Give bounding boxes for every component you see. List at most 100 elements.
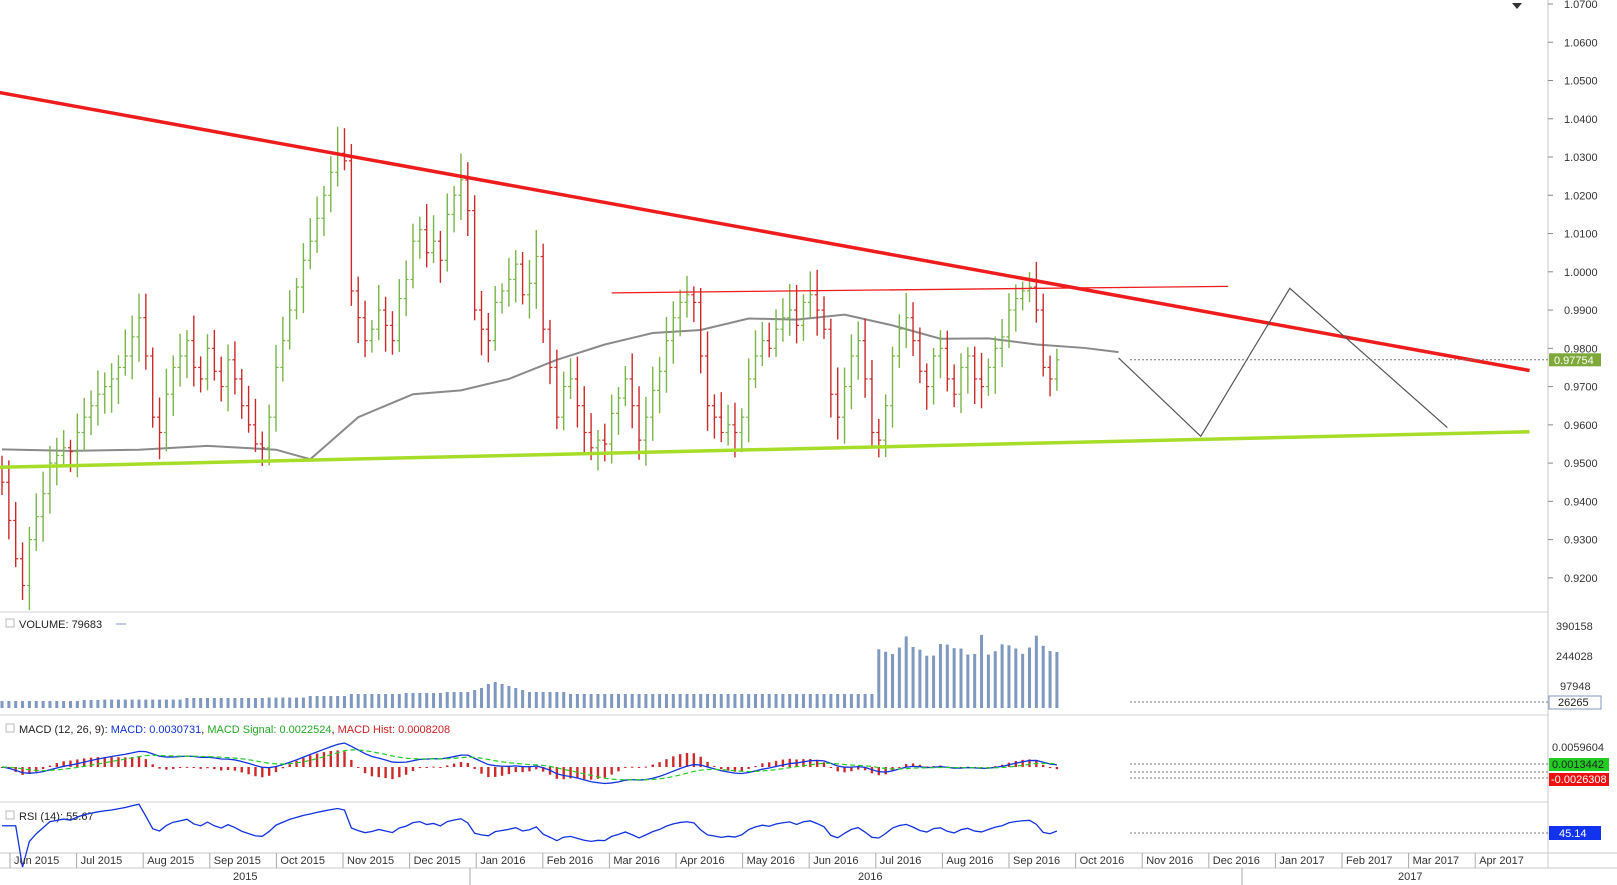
volume-bar	[726, 694, 730, 708]
macd-histogram-bar	[391, 767, 394, 780]
volume-bar	[390, 694, 394, 708]
macd-histogram-bar	[233, 767, 237, 771]
volume-bar	[507, 686, 511, 708]
macd-histogram-bar	[117, 757, 120, 767]
macd-histogram-bar	[720, 767, 723, 770]
volume-bar	[486, 684, 490, 708]
ohlc-bar	[465, 162, 471, 237]
macd-histogram-bar	[137, 756, 141, 767]
macd-histogram-bar	[343, 751, 346, 767]
ohlc-bar	[958, 353, 964, 414]
month-label: Oct 2016	[1080, 855, 1125, 867]
ohlc-bar	[157, 397, 163, 460]
ohlc-bar	[13, 502, 19, 568]
macd-label-prefix: MACD (12, 26, 9):	[19, 724, 111, 736]
resistance-trendline	[0, 90, 1530, 373]
ohlc-bar	[698, 287, 704, 374]
ohlc-bar	[163, 368, 169, 452]
macd-histogram-bar	[281, 767, 285, 769]
month-label: Jul 2015	[81, 855, 123, 867]
ohlc-bar	[294, 277, 300, 320]
volume-bar	[603, 694, 607, 708]
macd-histogram-bar	[274, 767, 278, 773]
volume-bar	[233, 698, 237, 708]
volume-bar	[1028, 647, 1031, 708]
ohlc-bar	[143, 293, 149, 370]
ohlc-bar	[239, 369, 245, 419]
ohlc-bar	[506, 257, 512, 307]
macd-histogram-bar	[822, 762, 826, 767]
ohlc-bar	[595, 430, 601, 471]
macd-histogram-bar	[350, 759, 353, 767]
macd-histogram-bar	[466, 762, 469, 767]
ohlc-bar	[753, 330, 758, 388]
ohlc-bar	[937, 330, 943, 379]
macd-histogram-bar	[911, 763, 915, 767]
svg-text:MACD (12, 26, 9): MACD: 0.0030: MACD (12, 26, 9): MACD: 0.0030731, MACD …	[19, 724, 450, 736]
macd-histogram-bar	[747, 767, 750, 769]
macd-histogram-bar	[576, 767, 579, 779]
macd-histogram-bar	[843, 767, 846, 773]
ohlc-bar	[636, 386, 642, 460]
price-tick-label: 0.9900	[1564, 305, 1598, 317]
volume-bar	[144, 699, 148, 708]
macd-histogram-bar	[288, 764, 291, 767]
triangle-down-icon[interactable]	[1512, 3, 1522, 9]
macd-histogram-bar	[774, 760, 778, 767]
macd-histogram	[0, 750, 1059, 780]
price-tick-label: 1.0400	[1564, 114, 1598, 126]
volume-bar	[192, 698, 196, 708]
ohlc-bar	[643, 396, 649, 466]
ohlc-bar	[602, 423, 608, 462]
macd-histogram-bar	[357, 767, 360, 768]
ohlc-bar	[979, 352, 985, 409]
volume-label-checkbox[interactable]	[5, 618, 15, 628]
volume-bar	[760, 694, 764, 708]
macd-histogram-bar	[569, 767, 572, 779]
ohlc-bar	[554, 349, 560, 430]
volume-bar	[1048, 651, 1052, 708]
macd-histogram-bar	[1048, 767, 1052, 769]
volume-bar	[527, 692, 531, 708]
ohlc-bar	[6, 460, 12, 540]
volume-bar	[767, 694, 771, 708]
rsi-label-checkbox[interactable]	[5, 810, 15, 820]
macd-histogram-bar	[226, 767, 230, 770]
ohlc-bar	[184, 330, 190, 379]
volume-bar	[260, 698, 264, 708]
volume-bar	[891, 654, 894, 708]
ohlc-bar	[198, 356, 204, 393]
month-label: Aug 2016	[946, 855, 993, 867]
price-axis: 1.0700 1.0600 1.0500 1.0400 1.0300 1.0200 1.01…	[1548, 0, 1598, 585]
macd-histogram-bar	[857, 767, 860, 770]
macd-histogram-bar	[617, 767, 620, 772]
macd-histogram-bar	[685, 752, 689, 767]
ohlc-bar	[170, 355, 176, 416]
volume-bar	[459, 692, 463, 708]
macd-histogram-bar	[541, 767, 545, 772]
rsi-panel: RSI (14): 55.67 45.14	[2, 803, 1601, 868]
macd-histogram-bar	[809, 759, 812, 767]
ohlc-bar	[780, 298, 786, 342]
volume-bar	[356, 694, 360, 708]
ohlc-bar	[622, 366, 628, 407]
macd-histogram-bar	[21, 767, 24, 775]
macd-histogram-bar	[651, 764, 654, 767]
volume-bar	[822, 694, 826, 708]
price-tick-label: 0.9800	[1564, 343, 1598, 355]
ohlc-bar	[479, 290, 484, 356]
macd-label-checkbox[interactable]	[5, 723, 15, 733]
macd-histogram-bar	[473, 767, 476, 769]
ohlc-bar	[218, 356, 224, 402]
macd-histogram-bar	[487, 767, 490, 778]
macd-histogram-bar	[555, 767, 559, 779]
macd-histogram-bar	[62, 761, 65, 767]
volume-panel: VOLUME: 79683 390158 244028 97948 26265	[0, 618, 1602, 710]
volume-bar	[801, 694, 805, 708]
ohlc-bar	[650, 366, 656, 441]
macd-histogram-bar	[158, 767, 161, 769]
macd-histogram-bar	[14, 767, 17, 772]
ohlc-bar	[910, 302, 916, 357]
volume-bar	[610, 694, 614, 708]
